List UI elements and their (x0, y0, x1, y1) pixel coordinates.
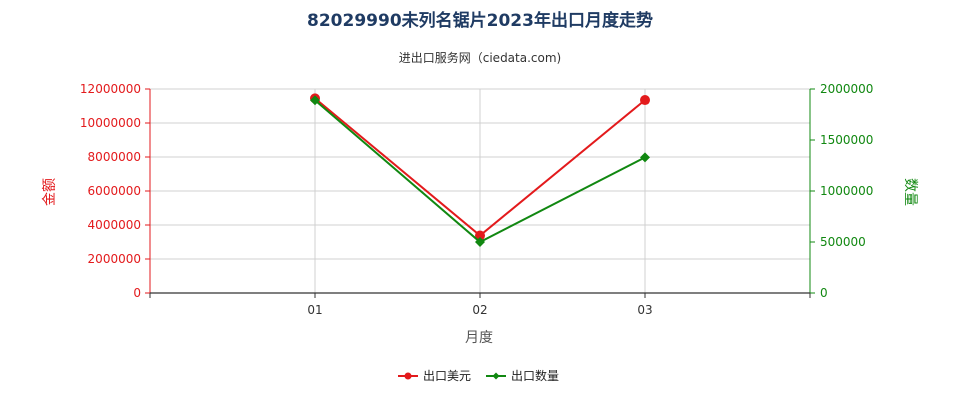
left-tick-label: 6000000 (88, 184, 141, 198)
x-tick-label: 03 (637, 303, 652, 317)
x-axis-label: 月度 (465, 330, 493, 346)
left-tick-label: 10000000 (80, 116, 141, 130)
right-tick-label: 2000000 (820, 82, 873, 96)
left-tick-label: 8000000 (88, 150, 141, 164)
left-tick-label: 0 (133, 286, 141, 300)
series-point-2 (310, 95, 320, 106)
left-tick-label: 12000000 (80, 82, 141, 96)
right-tick-label: 500000 (820, 235, 866, 249)
legend-marker-1 (404, 372, 412, 380)
right-tick-label: 0 (820, 286, 828, 300)
right-tick-label: 1500000 (820, 133, 873, 147)
series-point-1 (640, 95, 650, 106)
x-tick-label: 02 (472, 303, 487, 317)
series-point-1 (475, 230, 485, 241)
legend: 出口美元 出口数量 (398, 368, 559, 383)
left-tick-label: 2000000 (88, 252, 141, 266)
right-axis-label: 数量 (902, 178, 918, 206)
legend-label-1: 出口美元 (423, 369, 471, 383)
right-axis-ticks: 0 500000 1000000 1500000 2000000 (810, 82, 873, 300)
series-point-2 (475, 237, 485, 247)
series-point-2 (640, 152, 650, 163)
x-tick-label: 01 (307, 303, 322, 317)
chart-title: 82029990未列名锯片2023年出口月度走势 (307, 10, 653, 31)
x-axis-ticks: 01 02 03 (149, 293, 811, 317)
legend-marker-2 (492, 372, 500, 380)
legend-label-2: 出口数量 (511, 368, 559, 383)
chart-subtitle: 进出口服务网（ciedata.com) (399, 50, 561, 65)
left-axis-label: 金额 (42, 178, 58, 206)
series-layer (310, 93, 650, 247)
left-axis-ticks: 0 2000000 4000000 6000000 8000000 10000000 120… (80, 82, 150, 300)
right-tick-label: 1000000 (820, 184, 873, 198)
left-tick-label: 4000000 (88, 218, 141, 232)
grid-lines (150, 88, 810, 294)
